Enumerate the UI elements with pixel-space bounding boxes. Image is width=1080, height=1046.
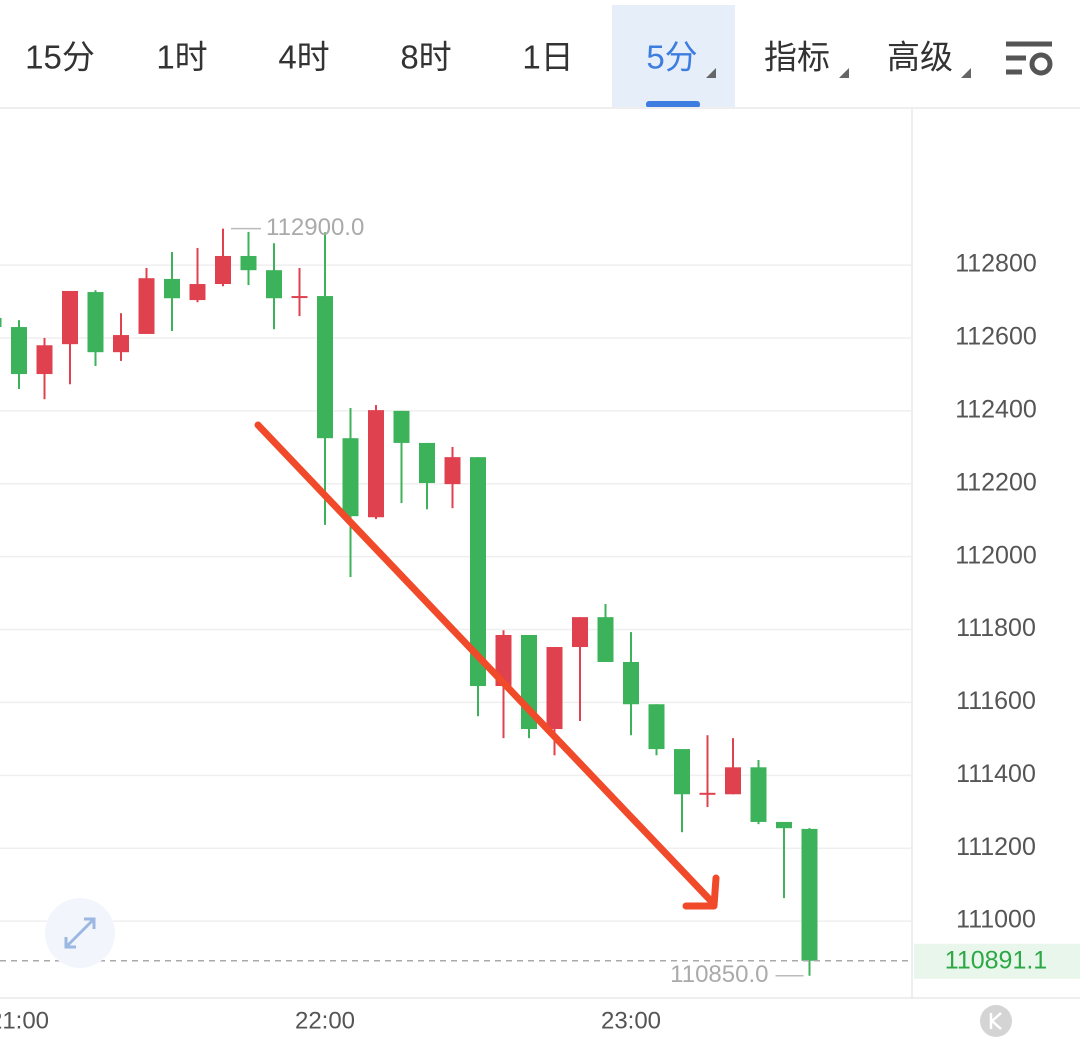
candle-body bbox=[572, 617, 588, 648]
x-tick-label: 23:00 bbox=[601, 1007, 661, 1034]
tab[interactable]: 1日 bbox=[522, 39, 573, 76]
candle-body bbox=[291, 296, 308, 299]
candle-body bbox=[113, 335, 129, 353]
candle-body bbox=[62, 290, 78, 345]
y-tick-label: 112600 bbox=[955, 323, 1037, 351]
max-label: 112900.0 bbox=[266, 214, 364, 241]
last-price-label: 110891.1 bbox=[945, 946, 1047, 974]
candle-body bbox=[495, 635, 512, 687]
candle-body bbox=[674, 749, 690, 795]
y-tick-label: 112200 bbox=[955, 468, 1037, 496]
plot: 111000 111200 111400 111600 111800 112000 1122… bbox=[0, 214, 1080, 1034]
tab[interactable]: 高级 bbox=[887, 39, 953, 76]
candle-body bbox=[623, 661, 639, 705]
candle-body bbox=[317, 296, 333, 439]
y-tick-label: 111600 bbox=[956, 687, 1036, 715]
x-tick-label: 21:00 bbox=[0, 1007, 49, 1034]
candle-body bbox=[444, 457, 461, 485]
candle-body bbox=[189, 284, 206, 301]
candle-body bbox=[597, 617, 614, 662]
settings-icon[interactable] bbox=[1006, 41, 1053, 76]
candle-body bbox=[776, 821, 792, 829]
candle-body bbox=[342, 438, 359, 517]
candle-body bbox=[138, 278, 155, 334]
tab-bar: 15分 1时 4时 8时 1日 5分 指标 高级 bbox=[25, 39, 953, 76]
tab[interactable]: 5分 bbox=[646, 39, 697, 76]
candle-body bbox=[36, 345, 53, 375]
tab[interactable]: 8时 bbox=[400, 39, 451, 76]
min-label: 110850.0 bbox=[670, 961, 768, 988]
tab[interactable]: 指标 bbox=[764, 39, 830, 76]
y-tick-label: 111800 bbox=[956, 614, 1036, 642]
tab[interactable]: 15分 bbox=[25, 39, 95, 76]
last-price-box bbox=[914, 943, 1080, 979]
x-tick-label: 22:00 bbox=[295, 1007, 355, 1034]
expand-button[interactable] bbox=[45, 898, 115, 968]
candle-body bbox=[419, 442, 435, 484]
candle-body bbox=[266, 270, 282, 299]
y-tick-label: 111200 bbox=[956, 833, 1036, 861]
candle-body bbox=[470, 457, 486, 687]
candle-body bbox=[648, 704, 665, 750]
y-tick-label: 112000 bbox=[955, 541, 1037, 569]
candle-body bbox=[87, 292, 104, 353]
candle-body bbox=[546, 647, 563, 730]
y-tick-label: 111400 bbox=[956, 760, 1036, 788]
candle-body bbox=[750, 767, 767, 822]
candle-body bbox=[368, 410, 384, 518]
candle-body bbox=[0, 317, 2, 328]
tab[interactable]: 1时 bbox=[156, 39, 207, 76]
candle-body bbox=[11, 327, 27, 375]
candle-body bbox=[215, 255, 231, 285]
candle-body bbox=[801, 828, 818, 961]
candle-body bbox=[725, 767, 741, 795]
candle-body bbox=[164, 278, 180, 299]
candle-body bbox=[393, 410, 410, 443]
trend-arrow bbox=[254, 421, 720, 910]
y-tick-label: 112400 bbox=[955, 395, 1037, 423]
candle-body bbox=[240, 255, 257, 271]
y-tick-label: 112800 bbox=[955, 250, 1037, 278]
selected-tab-underline bbox=[646, 101, 700, 108]
y-tick-label: 111000 bbox=[956, 906, 1036, 934]
tab[interactable]: 4时 bbox=[278, 39, 329, 76]
candle-body bbox=[699, 792, 716, 795]
k-button[interactable] bbox=[980, 1005, 1012, 1037]
selected-tab-bg bbox=[612, 5, 735, 108]
